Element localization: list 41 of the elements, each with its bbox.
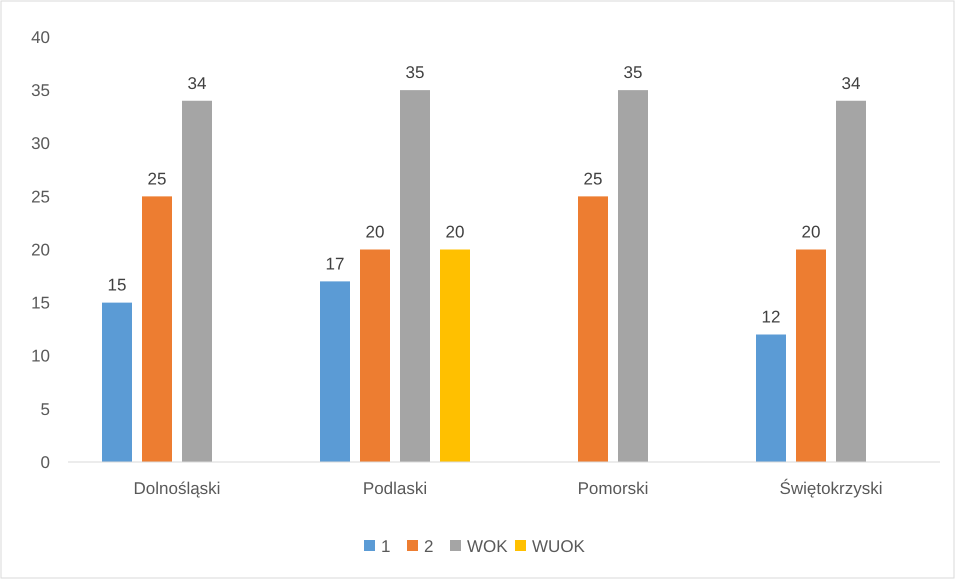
data-label: 20 xyxy=(802,222,820,242)
data-label: 34 xyxy=(188,74,206,93)
y-tick-label: 35 xyxy=(31,81,50,100)
y-tick-label: 40 xyxy=(31,28,50,47)
x-tick-label: Świętokrzyski xyxy=(780,478,882,498)
data-label: 35 xyxy=(624,63,642,82)
y-tick-label: 5 xyxy=(40,400,50,419)
bar xyxy=(182,100,212,462)
data-label: 34 xyxy=(842,74,860,93)
data-label: 17 xyxy=(326,254,344,274)
bar xyxy=(578,196,608,462)
y-tick-label: 15 xyxy=(31,294,50,313)
y-tick-label: 30 xyxy=(31,134,50,154)
y-tick-label: 20 xyxy=(31,240,50,260)
x-tick-label: Podlaski xyxy=(362,479,428,498)
legend-label: 2 xyxy=(424,536,434,556)
bar xyxy=(400,90,430,462)
x-tick-label: Dolnośląski xyxy=(134,479,220,498)
data-label: 25 xyxy=(148,169,166,188)
y-tick-label: 10 xyxy=(31,346,50,366)
bar xyxy=(836,100,866,462)
data-label: 35 xyxy=(406,63,424,82)
bar xyxy=(102,302,132,462)
bar xyxy=(618,90,648,462)
legend-label: 1 xyxy=(381,536,390,556)
y-tick-label: 25 xyxy=(31,187,50,206)
data-label: 25 xyxy=(584,169,602,188)
data-label: 20 xyxy=(446,222,464,242)
bar xyxy=(796,250,826,462)
legend-label: WUOK xyxy=(532,536,586,556)
y-tick-label: 0 xyxy=(40,452,50,472)
bar xyxy=(320,281,350,462)
bar xyxy=(756,334,786,462)
data-label: 12 xyxy=(762,308,780,326)
bar xyxy=(360,250,390,462)
bar xyxy=(440,250,470,462)
x-tick-label: Pomorski xyxy=(578,479,648,498)
bar xyxy=(142,196,172,462)
data-label: 20 xyxy=(366,222,384,242)
data-label: 15 xyxy=(108,276,126,295)
legend-label: WOK xyxy=(467,536,508,556)
